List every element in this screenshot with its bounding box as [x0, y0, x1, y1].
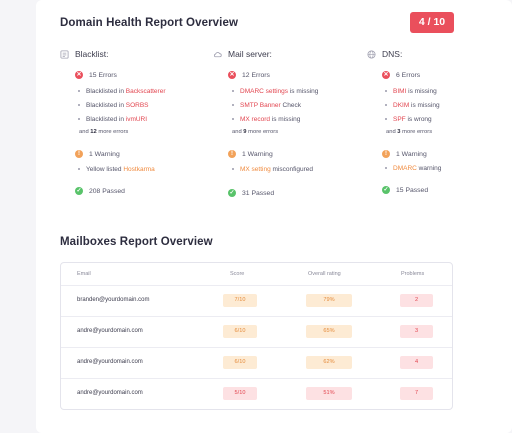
dns-error-item: DKIM is missing — [385, 102, 440, 109]
row-score: 7/10 — [223, 294, 257, 307]
mailserver-more-errors[interactable]: and 9 more errors — [232, 129, 279, 135]
error-icon: ✕ — [382, 71, 390, 79]
dns-column: DNS: — [367, 48, 402, 60]
error-icon: ✕ — [228, 71, 236, 79]
th-problems: Problems — [401, 271, 425, 277]
health-title: Domain Health Report Overview — [60, 17, 238, 29]
row-email: branden@yourdomain.com — [77, 297, 150, 303]
health-score-badge: 4 / 10 — [410, 12, 454, 33]
dns-passed: ✓ 15 Passed — [382, 186, 429, 194]
mailserver-error-item: SMTP Banner Check — [232, 102, 301, 109]
th-score: Score — [230, 271, 245, 277]
dns-error-item: SPF is wrong — [385, 116, 432, 123]
blacklist-errors: ✕ 15 Errors — [75, 71, 117, 79]
dns-header-label: DNS: — [382, 49, 403, 59]
mailserver-passed: ✓ 31 Passed — [228, 189, 275, 197]
table-row[interactable]: branden@yourdomain.com 7/10 79% 2 — [61, 285, 452, 315]
row-rating: 65% — [306, 325, 352, 338]
row-problems: 7 — [400, 387, 433, 400]
error-icon: ✕ — [75, 71, 83, 79]
check-icon: ✓ — [75, 187, 83, 195]
dns-more-errors[interactable]: and 3 more errors — [386, 129, 433, 135]
th-email: Email — [77, 271, 91, 277]
table-row[interactable]: andre@yourdomain.com 6/10 62% 4 — [61, 347, 452, 377]
blacklist-error-item: Blacklisted in Backscatterer — [78, 88, 166, 95]
mailserver-errors: ✕ 12 Errors — [228, 71, 270, 79]
table-row[interactable]: andre@yourdomain.com 6/10 65% 3 — [61, 316, 452, 346]
row-rating: 62% — [306, 356, 352, 369]
row-problems: 2 — [400, 294, 433, 307]
dns-errors: ✕ 6 Errors — [382, 71, 421, 79]
row-problems: 4 — [400, 356, 433, 369]
mailserver-warning-item: MX setting misconfigured — [232, 166, 313, 173]
dns-header: DNS: — [367, 48, 402, 60]
row-rating: 51% — [306, 387, 352, 400]
row-email: andre@yourdomain.com — [77, 359, 143, 365]
warning-icon: ! — [382, 150, 390, 158]
row-email: andre@yourdomain.com — [77, 390, 143, 396]
blacklist-header: Blacklist: — [60, 48, 109, 60]
blacklist-error-item: Blacklisted in SORBS — [78, 102, 149, 109]
th-rating: Overall rating — [308, 271, 341, 277]
check-icon: ✓ — [382, 186, 390, 194]
blacklist-passed: ✓ 208 Passed — [75, 187, 125, 195]
warning-icon: ! — [228, 150, 236, 158]
dns-warning: ! 1 Warning — [382, 150, 427, 158]
warning-icon: ! — [75, 150, 83, 158]
row-score: 5/10 — [223, 387, 257, 400]
check-icon: ✓ — [228, 189, 236, 197]
row-score: 6/10 — [223, 325, 257, 338]
blacklist-more-errors[interactable]: and 12 more errors — [79, 129, 129, 135]
blacklist-errors-label: 15 Errors — [89, 71, 117, 79]
table-row[interactable]: andre@yourdomain.com 5/10 51% 7 — [61, 378, 452, 408]
list-icon — [60, 49, 69, 59]
blacklist-warning: ! 1 Warning — [75, 150, 120, 158]
blacklist-header-label: Blacklist: — [75, 49, 109, 59]
mailboxes-title: Mailboxes Report Overview — [60, 236, 213, 248]
mailboxes-table: Email Score Overall rating Problems bran… — [60, 262, 453, 410]
mailserver-error-item: DMARC settings is missing — [232, 88, 318, 95]
blacklist-error-item: Blacklisted in ivmURI — [78, 116, 147, 123]
mailserver-header: Mail server: — [213, 48, 272, 60]
row-score: 6/10 — [223, 356, 257, 369]
blacklist-warning-item: Yellow listed Hostkarma — [78, 166, 155, 173]
dns-error-item: BIMI is missing — [385, 88, 437, 95]
mailserver-column: Mail server: — [213, 48, 272, 60]
row-rating: 79% — [306, 294, 352, 307]
cloud-icon — [213, 51, 222, 57]
globe-icon — [367, 49, 376, 59]
mailserver-error-item: MX record is missing — [232, 116, 300, 123]
row-problems: 3 — [400, 325, 433, 338]
mailserver-warning: ! 1 Warning — [228, 150, 273, 158]
dns-warning-item: DMARC warning — [385, 165, 441, 172]
row-email: andre@yourdomain.com — [77, 328, 143, 334]
blacklist-column: Blacklist: — [60, 48, 109, 60]
mailserver-header-label: Mail server: — [228, 49, 272, 59]
